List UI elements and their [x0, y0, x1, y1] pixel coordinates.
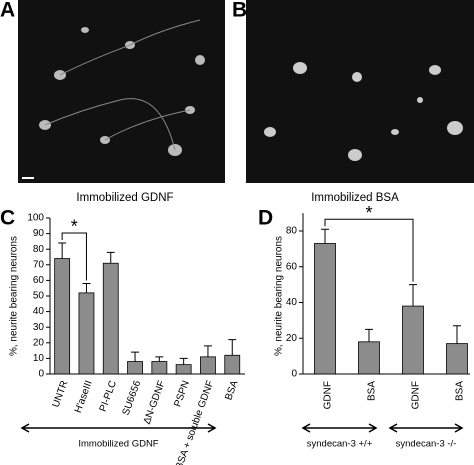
- y-axis-label: %, neurite bearing neurons: [274, 236, 285, 356]
- y-tick-label: 20: [286, 333, 298, 344]
- y-tick-label: 0: [291, 369, 297, 380]
- y-tick-label: 0: [38, 369, 44, 380]
- annotation: *: [365, 203, 372, 223]
- x-tick-label: ΔN-GDNF: [142, 379, 168, 426]
- error-bar: [203, 345, 212, 357]
- cells: [264, 62, 463, 161]
- bar: [446, 343, 468, 375]
- neurites: [44, 19, 201, 151]
- error-bar: [179, 357, 188, 365]
- bar: [358, 341, 380, 375]
- bar: [175, 364, 192, 375]
- y-tick-label: 60: [286, 261, 298, 272]
- error-bar: [58, 242, 67, 259]
- error-bar: [453, 325, 461, 344]
- x-tick-label: H'aseIII: [73, 379, 95, 414]
- significance-bracket: [61, 232, 87, 281]
- y-tick-label: 80: [33, 244, 45, 255]
- bar: [127, 361, 143, 375]
- y-tick-label: 40: [286, 297, 298, 308]
- error-bar: [131, 351, 140, 362]
- group-label: syndecan-3 -/-: [396, 439, 457, 450]
- caption: Immobilized GDNF: [76, 192, 173, 204]
- error-bar: [106, 251, 115, 264]
- y-tick-label: 80: [286, 226, 298, 237]
- error-bar: [228, 339, 237, 356]
- bar: [151, 361, 168, 375]
- bar: [200, 356, 216, 375]
- bar: [78, 292, 95, 375]
- micrograph: [18, 0, 225, 183]
- error-bar: [321, 228, 329, 244]
- group-arrow: [388, 423, 464, 433]
- error-bar: [82, 283, 91, 293]
- bar: [224, 354, 241, 375]
- x-tick-label: BSA: [223, 379, 240, 402]
- bar: [54, 258, 71, 375]
- x-tick-label: BSA: [367, 381, 378, 401]
- error-bar: [365, 328, 373, 342]
- y-tick-label: 90: [33, 228, 45, 239]
- group-label: Immobilized GDNF: [78, 439, 158, 450]
- bar: [102, 262, 119, 375]
- x-tick-label: SU6656: [121, 379, 144, 417]
- error-bar: [155, 356, 164, 362]
- x-tick-label: GDNF: [323, 381, 334, 409]
- panel-letter: D: [258, 207, 273, 230]
- panel-letter: B: [232, 0, 247, 22]
- y-tick-label: 40: [33, 306, 45, 317]
- group-label: syndecan-3 +/+: [307, 439, 373, 450]
- error-bar: [409, 284, 417, 307]
- group-arrow: [20, 423, 217, 433]
- x-tick-label: GDNF: [411, 381, 422, 409]
- bar: [314, 243, 336, 375]
- y-tick-label: 10: [33, 353, 45, 364]
- x-tick-label: PI-PLC: [98, 379, 119, 413]
- y-tick-label: 70: [33, 259, 45, 270]
- panel-letter: A: [0, 0, 15, 22]
- caption: Immobilized BSA: [311, 192, 399, 204]
- x-tick-label: BSA: [455, 381, 466, 401]
- annotation: *: [71, 217, 78, 237]
- y-tick-label: 20: [33, 337, 45, 348]
- y-tick-label: 50: [33, 291, 45, 302]
- group-arrow: [301, 423, 378, 433]
- bar: [402, 305, 424, 375]
- y-tick-label: 100: [27, 213, 44, 224]
- y-axis-label: %, neurite bearing neurons: [9, 236, 20, 356]
- y-tick-label: 60: [33, 275, 45, 286]
- panel-letter: C: [0, 207, 15, 230]
- significance-bracket: [324, 218, 414, 282]
- x-tick-label: UNTR: [51, 379, 71, 409]
- y-tick-label: 30: [33, 322, 45, 333]
- x-tick-label: PSPN: [172, 379, 192, 408]
